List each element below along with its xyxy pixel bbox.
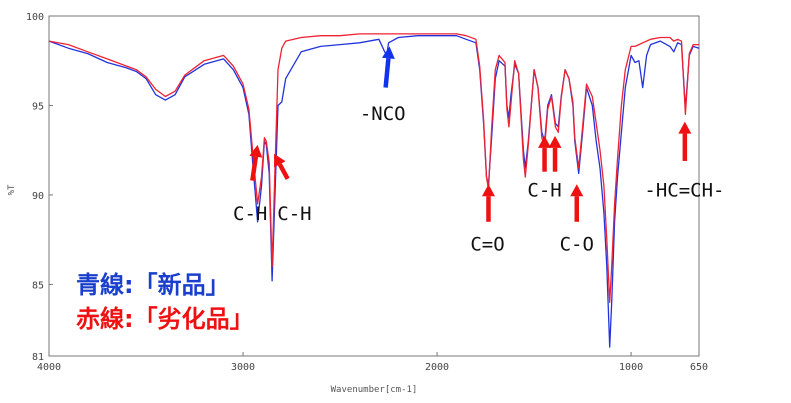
annotation-arrow-shaft — [277, 163, 290, 180]
annotation-arrow-head — [381, 46, 395, 59]
legend-entry: 青線:「新品」 — [76, 271, 230, 299]
peak-annotations: C-H C-H -NCO C=O C-H C-O -HC=CH- — [233, 46, 724, 255]
y-axis-ticks: 100 95 90 85 81 — [26, 12, 53, 363]
annotation-label: C=O — [470, 233, 504, 255]
annotation-label: -HC=CH- — [644, 180, 724, 202]
y-tick-label: 81 — [32, 352, 44, 363]
annotation-arrow-head — [538, 135, 552, 148]
x-axis-label: Wavenumber[cm-1] — [331, 385, 418, 395]
y-tick-label: 100 — [26, 12, 44, 23]
x-tick-label: 1000 — [619, 362, 643, 373]
legend-prefix: 青線: — [76, 271, 134, 299]
y-tick-label: 90 — [32, 191, 44, 202]
legend-text: 「劣化品」 — [134, 305, 254, 333]
x-axis-ticks: 4000 3000 2000 1000 650 — [37, 352, 708, 373]
plot-area — [48, 15, 700, 357]
annotation-arrow-head — [570, 184, 584, 197]
legend-entry: 赤線:「劣化品」 — [76, 305, 254, 333]
annotation-label: C-H — [277, 203, 311, 225]
x-tick-label: 4000 — [37, 362, 61, 373]
annotation-label: C-H — [527, 180, 561, 202]
annotation-arrow-head — [548, 135, 562, 148]
x-tick-label: 2000 — [425, 362, 449, 373]
legend-prefix: 赤線: — [76, 305, 134, 333]
annotation-arrow-head — [678, 121, 692, 134]
annotation-arrow-head — [481, 184, 495, 197]
annotation-label: C-H — [233, 203, 267, 225]
annotation-label: -NCO — [360, 103, 406, 125]
annotation-arrow-head — [249, 144, 263, 158]
annotation-arrow-head — [274, 153, 286, 168]
y-tick-label: 85 — [32, 280, 44, 291]
annotation-arrow-shaft — [250, 156, 259, 181]
x-tick-label: 3000 — [231, 362, 255, 373]
y-tick-label: 95 — [32, 101, 44, 112]
annotation-label: C-O — [560, 233, 594, 255]
x-tick-label: 650 — [690, 362, 708, 373]
legend: 青線:「新品」赤線:「劣化品」 — [76, 271, 254, 333]
y-axis-label: %T — [7, 184, 17, 195]
legend-text: 「新品」 — [134, 271, 230, 299]
annotation-arrow-shaft — [383, 58, 391, 88]
